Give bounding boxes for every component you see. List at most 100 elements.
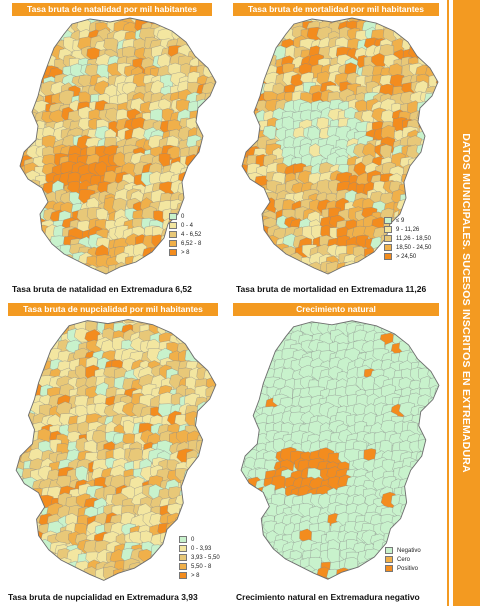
municipality-region bbox=[16, 431, 25, 447]
legend-item: 0 bbox=[169, 212, 201, 221]
municipality-region bbox=[419, 320, 434, 328]
municipality-region bbox=[45, 576, 63, 581]
municipality-region bbox=[16, 420, 18, 436]
municipality-region bbox=[407, 477, 424, 493]
municipality-region bbox=[213, 447, 216, 465]
municipality-region bbox=[418, 457, 435, 473]
municipality-region bbox=[60, 273, 76, 274]
legend-item: 0 - 3,93 bbox=[179, 544, 220, 553]
municipality-region bbox=[248, 568, 262, 580]
municipality-region bbox=[134, 261, 150, 274]
municipality-region bbox=[241, 475, 242, 491]
municipality-region bbox=[429, 330, 439, 346]
municipality-region bbox=[22, 81, 36, 99]
municipality-region bbox=[241, 504, 251, 520]
municipality-region bbox=[261, 245, 279, 261]
municipality-region bbox=[203, 128, 216, 143]
municipality-region bbox=[159, 570, 174, 581]
municipality-region bbox=[20, 174, 27, 188]
municipality-region bbox=[24, 263, 40, 274]
municipality-region bbox=[151, 578, 166, 581]
municipality-region bbox=[409, 485, 424, 501]
municipality-region bbox=[197, 99, 210, 114]
municipality-region bbox=[426, 477, 439, 491]
municipality-region bbox=[8, 439, 14, 454]
municipality-region bbox=[16, 558, 24, 574]
region-outline bbox=[19, 17, 217, 275]
municipality-region bbox=[263, 27, 276, 42]
municipality-region bbox=[22, 570, 37, 581]
municipality-region bbox=[187, 322, 203, 338]
municipality-region bbox=[179, 269, 192, 274]
municipality-region bbox=[262, 564, 280, 580]
municipality-region bbox=[425, 405, 439, 424]
municipality-region bbox=[242, 66, 245, 84]
municipality-region bbox=[435, 116, 438, 134]
municipality-region bbox=[55, 557, 72, 572]
legend-item: 0 - 4 bbox=[169, 221, 201, 230]
municipality-region bbox=[426, 522, 439, 539]
municipality-region bbox=[433, 340, 439, 357]
municipality-region bbox=[440, 404, 445, 417]
municipality-region bbox=[233, 103, 240, 118]
municipality-region bbox=[436, 107, 438, 124]
municipality-region bbox=[246, 379, 261, 397]
municipality-region bbox=[8, 539, 13, 553]
municipality-region bbox=[253, 569, 270, 580]
municipality-region bbox=[48, 566, 64, 581]
municipality-region bbox=[28, 332, 46, 349]
municipality-region bbox=[188, 262, 202, 274]
municipality-region bbox=[57, 579, 74, 581]
municipality-region bbox=[16, 513, 25, 530]
municipality-region bbox=[254, 225, 270, 239]
municipality-region bbox=[433, 440, 439, 456]
municipality-region bbox=[253, 45, 268, 62]
municipality-region bbox=[381, 272, 397, 274]
municipality-region bbox=[215, 57, 216, 73]
municipality-region bbox=[195, 109, 212, 125]
municipality-region bbox=[401, 531, 416, 547]
municipality-region bbox=[177, 319, 194, 336]
municipality-region bbox=[272, 22, 286, 35]
municipality-region bbox=[28, 567, 45, 581]
municipality-region bbox=[160, 541, 175, 556]
municipality-region bbox=[444, 404, 445, 419]
municipality-region bbox=[12, 118, 19, 132]
municipality-region bbox=[126, 264, 140, 274]
municipality-region bbox=[262, 324, 279, 339]
municipality-region bbox=[241, 549, 252, 569]
municipality-region bbox=[213, 438, 216, 455]
municipality-region bbox=[185, 332, 200, 347]
municipality-region bbox=[244, 578, 261, 580]
municipality-region bbox=[204, 27, 216, 42]
municipality-region bbox=[213, 504, 216, 521]
municipality-region bbox=[256, 555, 271, 572]
municipality-region bbox=[428, 422, 439, 440]
municipality-region bbox=[241, 358, 251, 375]
municipality-region bbox=[284, 569, 301, 580]
municipality-region bbox=[216, 414, 222, 430]
municipality-region bbox=[20, 54, 29, 73]
municipality-region bbox=[192, 465, 210, 483]
municipality-region bbox=[8, 337, 14, 353]
municipality-region bbox=[20, 48, 31, 64]
municipality-region bbox=[247, 330, 265, 346]
municipality-region bbox=[206, 265, 216, 274]
municipality-region bbox=[141, 263, 159, 274]
municipality-region bbox=[247, 190, 262, 207]
municipality-region bbox=[444, 567, 445, 582]
municipality-region bbox=[192, 487, 207, 501]
municipality-region bbox=[12, 227, 18, 241]
municipality-region bbox=[241, 396, 243, 412]
municipality-region bbox=[113, 578, 127, 581]
municipality-region bbox=[159, 530, 177, 549]
municipality-region bbox=[24, 31, 38, 49]
nupcialidad-map bbox=[8, 319, 222, 581]
municipality-region bbox=[424, 135, 438, 149]
municipality-region bbox=[23, 190, 38, 208]
municipality-region bbox=[419, 477, 434, 494]
municipality-region bbox=[242, 235, 249, 252]
municipality-region bbox=[435, 348, 439, 362]
municipality-region bbox=[241, 343, 248, 358]
municipality-region bbox=[409, 324, 425, 339]
